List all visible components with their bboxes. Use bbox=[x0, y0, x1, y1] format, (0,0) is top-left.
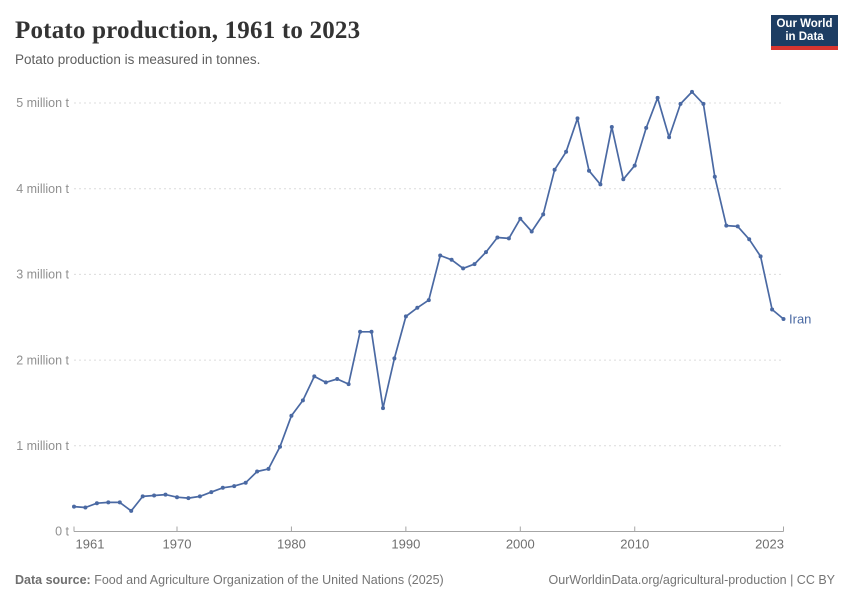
data-point[interactable] bbox=[781, 317, 786, 321]
chart-footer: Data source: Food and Agriculture Organi… bbox=[15, 573, 835, 587]
owid-logo-line1: Our World bbox=[776, 17, 833, 30]
data-point[interactable] bbox=[690, 89, 694, 94]
data-point[interactable] bbox=[735, 224, 740, 229]
owid-logo-line2: in Data bbox=[785, 30, 824, 43]
data-point[interactable] bbox=[552, 167, 557, 172]
data-point[interactable] bbox=[747, 237, 752, 242]
x-tick-label: 1990 bbox=[391, 537, 420, 552]
data-point[interactable] bbox=[323, 380, 328, 385]
data-point[interactable] bbox=[621, 177, 626, 182]
data-point[interactable] bbox=[129, 508, 134, 513]
data-point[interactable] bbox=[506, 236, 511, 241]
data-point[interactable] bbox=[529, 229, 534, 234]
x-tick-label: 2000 bbox=[506, 537, 535, 552]
page-subtitle: Potato production is measured in tonnes. bbox=[15, 52, 261, 67]
data-point[interactable] bbox=[472, 262, 477, 267]
data-point[interactable] bbox=[300, 398, 305, 403]
data-point[interactable] bbox=[392, 356, 397, 361]
data-point[interactable] bbox=[278, 444, 282, 449]
y-tick-label: 5 million t bbox=[16, 96, 69, 110]
data-point[interactable] bbox=[117, 500, 122, 505]
data-point[interactable] bbox=[83, 505, 88, 510]
series-end-label: Iran bbox=[789, 311, 811, 326]
data-point[interactable] bbox=[140, 494, 145, 499]
data-point[interactable] bbox=[346, 382, 351, 387]
data-point[interactable] bbox=[461, 266, 466, 271]
y-tick-label: 1 million t bbox=[16, 439, 69, 453]
data-point[interactable] bbox=[632, 163, 637, 168]
data-point[interactable] bbox=[369, 329, 374, 334]
data-point[interactable] bbox=[644, 125, 649, 130]
data-point[interactable] bbox=[255, 469, 260, 474]
data-point[interactable] bbox=[415, 305, 420, 310]
data-point[interactable] bbox=[598, 182, 603, 187]
data-point[interactable] bbox=[72, 504, 76, 509]
data-point[interactable] bbox=[243, 480, 248, 485]
data-source-note: Data source: Food and Agriculture Organi… bbox=[15, 573, 444, 587]
data-point[interactable] bbox=[106, 500, 111, 505]
x-tick-label: 2023 bbox=[755, 537, 784, 552]
data-point[interactable] bbox=[655, 95, 660, 100]
y-tick-label: 3 million t bbox=[16, 268, 69, 282]
data-point[interactable] bbox=[197, 494, 202, 499]
data-point[interactable] bbox=[403, 314, 408, 319]
data-point[interactable] bbox=[518, 216, 523, 221]
data-point[interactable] bbox=[701, 101, 706, 106]
x-tick-label: 1961 bbox=[76, 537, 105, 552]
data-point[interactable] bbox=[678, 101, 683, 106]
data-point[interactable] bbox=[438, 253, 443, 258]
data-point[interactable] bbox=[575, 116, 580, 121]
data-point[interactable] bbox=[186, 496, 191, 501]
data-point[interactable] bbox=[232, 484, 237, 489]
data-source-label: Data source: bbox=[15, 573, 91, 587]
data-point[interactable] bbox=[495, 235, 500, 240]
data-point[interactable] bbox=[266, 466, 271, 471]
owid-logo[interactable]: Our World in Data bbox=[771, 15, 838, 50]
y-tick-label: 4 million t bbox=[16, 182, 69, 196]
data-point[interactable] bbox=[712, 174, 717, 179]
data-point[interactable] bbox=[426, 298, 431, 303]
data-point[interactable] bbox=[564, 149, 569, 154]
data-point[interactable] bbox=[770, 307, 775, 312]
data-point[interactable] bbox=[152, 493, 157, 498]
data-point[interactable] bbox=[587, 168, 591, 173]
y-tick-label: 0 t bbox=[55, 525, 69, 539]
data-point[interactable] bbox=[667, 135, 672, 140]
data-point[interactable] bbox=[175, 495, 179, 500]
data-point[interactable] bbox=[449, 257, 454, 262]
data-point[interactable] bbox=[724, 223, 729, 228]
x-tick-label: 1970 bbox=[163, 537, 192, 552]
data-point[interactable] bbox=[335, 377, 340, 381]
data-source-text: Food and Agriculture Organization of the… bbox=[90, 573, 444, 587]
data-point[interactable] bbox=[484, 250, 488, 255]
chart-header: Potato production, 1961 to 2023 Potato p… bbox=[15, 17, 755, 67]
data-point[interactable] bbox=[541, 212, 546, 217]
data-point[interactable] bbox=[312, 374, 317, 379]
data-point[interactable] bbox=[289, 413, 294, 418]
data-point[interactable] bbox=[163, 492, 168, 497]
footer-link[interactable]: OurWorldinData.org/agricultural-producti… bbox=[548, 573, 835, 587]
x-tick-label: 2010 bbox=[620, 537, 649, 552]
data-point[interactable] bbox=[758, 254, 763, 259]
page-title: Potato production, 1961 to 2023 bbox=[15, 17, 361, 44]
data-point[interactable] bbox=[609, 125, 614, 129]
x-tick-label: 1980 bbox=[277, 537, 306, 552]
data-point[interactable] bbox=[381, 406, 385, 411]
data-point[interactable] bbox=[220, 485, 225, 490]
data-point[interactable] bbox=[358, 329, 363, 334]
data-point[interactable] bbox=[209, 490, 214, 495]
y-tick-label: 2 million t bbox=[16, 353, 69, 367]
data-point[interactable] bbox=[94, 501, 99, 506]
